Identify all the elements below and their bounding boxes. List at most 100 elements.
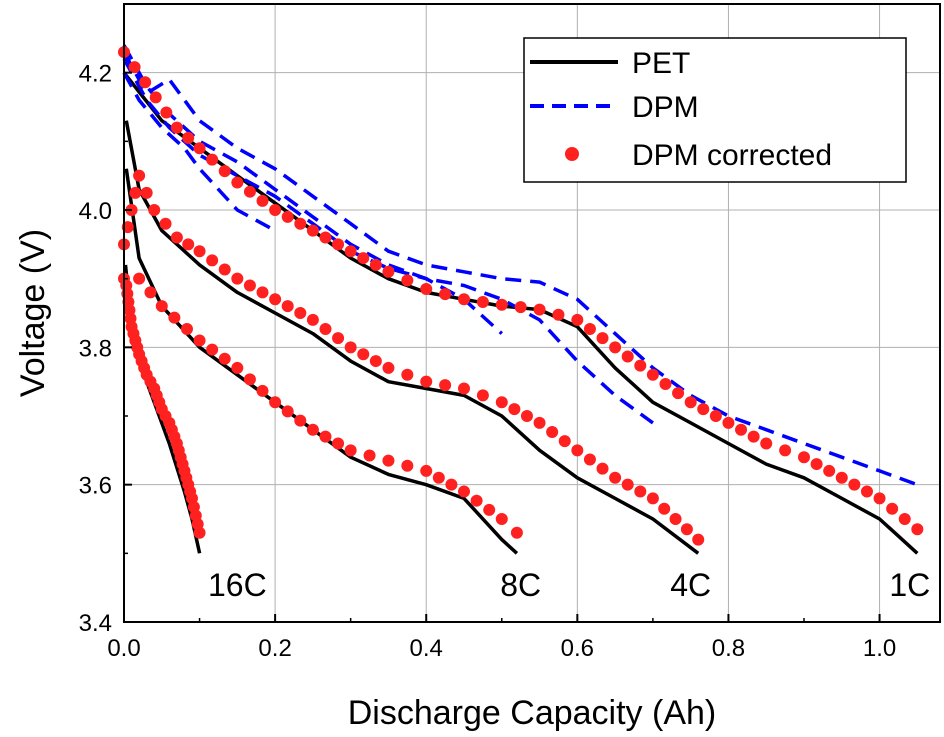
data-point: [332, 238, 345, 251]
data-point: [508, 403, 521, 416]
data-point: [722, 416, 735, 429]
data-point: [193, 526, 206, 539]
data-point: [420, 282, 433, 295]
data-point: [256, 194, 269, 207]
data-point: [401, 368, 414, 381]
data-point: [206, 254, 219, 267]
data-point: [332, 332, 345, 345]
data-point: [281, 300, 294, 313]
data-point: [128, 61, 141, 74]
data-point: [180, 323, 193, 336]
data-point: [218, 165, 231, 178]
data-point: [470, 494, 483, 507]
data-point: [140, 186, 153, 199]
data-point: [168, 311, 181, 324]
data-point: [357, 252, 370, 265]
data-point: [646, 492, 659, 505]
data-point: [495, 396, 508, 409]
x-axis-title: Discharge Capacity (Ah): [348, 694, 716, 732]
data-point: [860, 485, 873, 498]
data-point: [911, 523, 924, 536]
y-tick-label: 3.6: [79, 473, 112, 500]
data-point: [760, 437, 773, 450]
series-dpm-4c: [122, 44, 654, 425]
data-point: [552, 308, 565, 321]
data-point: [160, 106, 173, 119]
data-point: [155, 300, 168, 313]
data-point: [159, 217, 172, 230]
data-point: [332, 437, 345, 450]
data-point: [571, 313, 584, 326]
data-point: [709, 410, 722, 422]
data-point: [243, 279, 256, 292]
curve-label-8c: 8C: [500, 567, 541, 603]
data-point: [495, 513, 508, 525]
legend-text-dpm: DPM: [632, 91, 699, 124]
data-point: [206, 343, 219, 356]
data-point: [420, 464, 433, 477]
data-point: [319, 231, 332, 244]
data-point: [646, 368, 659, 381]
data-point: [243, 185, 256, 198]
data-point: [684, 396, 697, 409]
data-point: [898, 513, 911, 525]
data-point: [658, 502, 671, 515]
data-point: [170, 231, 183, 244]
data-point: [779, 444, 792, 457]
data-point: [294, 414, 307, 427]
data-point: [139, 76, 152, 89]
data-point: [319, 323, 332, 336]
data-point: [583, 453, 596, 466]
legend-text-pet: PET: [632, 47, 690, 80]
data-point: [810, 458, 823, 471]
data-point: [294, 217, 307, 230]
curve-label-16c: 16C: [208, 567, 267, 603]
data-point: [747, 430, 760, 443]
y-tick-label: 3.4: [79, 610, 112, 637]
data-point: [510, 526, 523, 539]
data-point: [476, 389, 489, 402]
data-point: [269, 204, 282, 216]
y-tick-label: 3.8: [79, 335, 112, 362]
legend-text-dpm-corrected: DPM corrected: [632, 139, 832, 172]
data-point: [149, 91, 162, 104]
data-point: [231, 361, 244, 374]
series-dpm-corrected-4c: [118, 169, 705, 546]
data-point: [680, 523, 693, 536]
data-point: [231, 272, 244, 285]
data-point: [129, 186, 142, 199]
series-dpm-16c: [122, 71, 276, 233]
data-point: [558, 435, 571, 448]
series-dpm-8c: [122, 58, 503, 335]
data-point: [193, 142, 206, 155]
data-point: [571, 444, 584, 457]
data-point: [583, 323, 596, 336]
data-point: [344, 444, 357, 457]
x-tick-label: 0.4: [410, 635, 443, 662]
curve-labels: 16C 8C 4C 1C: [208, 567, 930, 603]
data-point: [848, 478, 861, 491]
data-point: [439, 288, 452, 301]
data-point: [445, 478, 458, 491]
plot-frame: [123, 3, 941, 623]
data-point: [798, 451, 810, 464]
series-layer: [118, 44, 924, 555]
data-point: [182, 238, 195, 251]
data-point: [401, 459, 414, 472]
x-tick-label: 0.0: [107, 635, 140, 662]
data-point: [476, 296, 489, 309]
data-point: [269, 293, 282, 306]
data-point: [835, 471, 848, 484]
data-point: [659, 377, 672, 390]
data-point: [546, 426, 559, 439]
data-point: [634, 359, 647, 372]
data-point: [218, 263, 231, 276]
data-point: [483, 503, 496, 516]
data-point: [458, 485, 470, 498]
data-point: [243, 373, 256, 386]
data-point: [382, 361, 395, 374]
data-point: [458, 382, 470, 395]
ticks: 0.0 0.2 0.4 0.6 0.8 1.0 3.4 3.6 3.8 4.0 4.2: [79, 61, 897, 662]
data-point: [634, 485, 647, 498]
data-point: [533, 303, 546, 316]
